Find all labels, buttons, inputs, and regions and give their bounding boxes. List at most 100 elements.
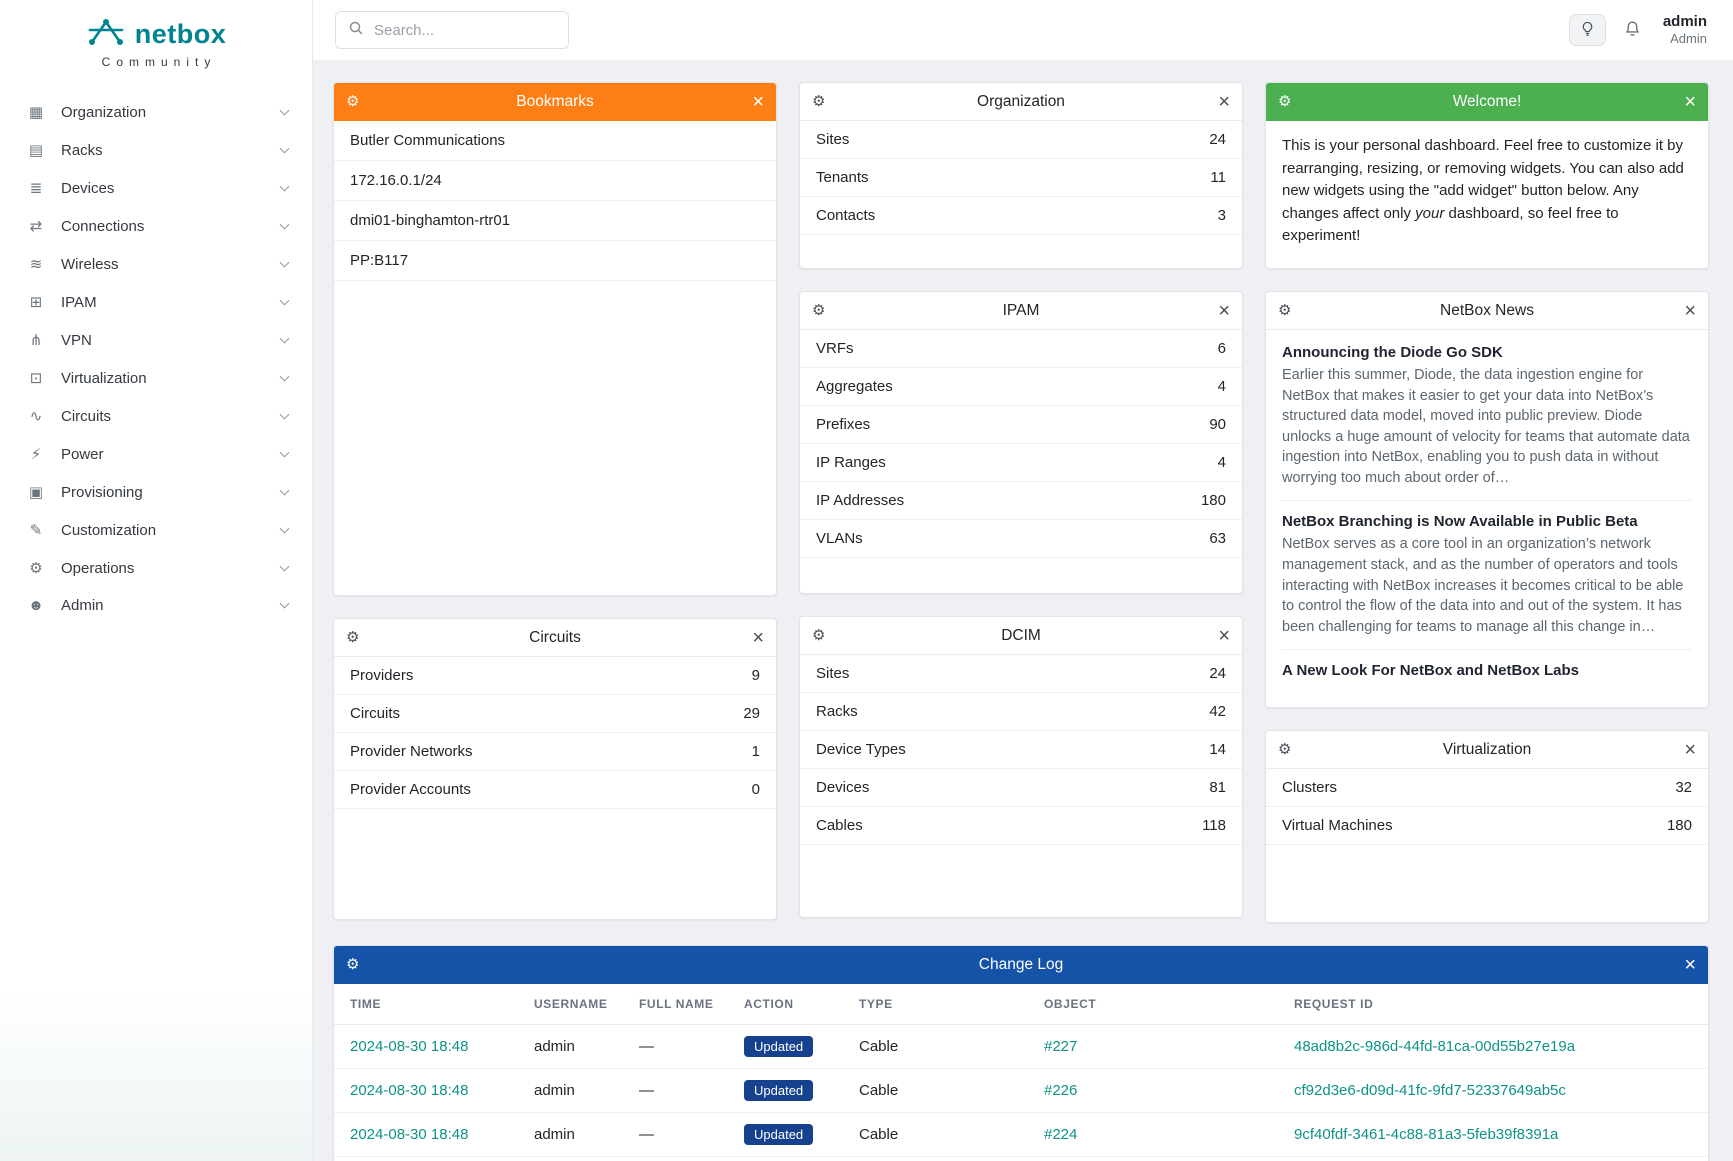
customization-icon: ✎ — [29, 522, 43, 539]
close-icon[interactable]: × — [1684, 953, 1696, 976]
brand[interactable]: netbox Community — [0, 0, 312, 73]
stat-row[interactable]: Devices 81 — [800, 769, 1242, 807]
stat-row[interactable]: Circuits 29 — [334, 695, 776, 733]
news-article-title[interactable]: Announcing the Diode Go SDK — [1282, 344, 1503, 361]
changelog-row: 2024-08-30 18:48 admin — Updated Cable #… — [334, 1024, 1708, 1069]
stat-row[interactable]: VRFs 6 — [800, 330, 1242, 368]
close-icon[interactable]: × — [1218, 624, 1230, 647]
stat-row[interactable]: Provider Accounts 0 — [334, 771, 776, 809]
stat-row[interactable]: Sites 24 — [800, 121, 1242, 159]
close-icon[interactable]: × — [752, 626, 764, 649]
gear-icon[interactable]: ⚙ — [812, 627, 826, 644]
close-icon[interactable]: × — [1218, 90, 1230, 113]
gear-icon[interactable]: ⚙ — [346, 956, 360, 973]
stat-row[interactable]: Contacts 3 — [800, 197, 1242, 235]
changelog-request-id-link[interactable]: cf92d3e6-d09d-41fc-9fd7-52337649ab5c — [1294, 1082, 1566, 1099]
news-article-title[interactable]: A New Look For NetBox and NetBox Labs — [1282, 662, 1579, 680]
gear-icon[interactable]: ⚙ — [1278, 93, 1292, 110]
close-icon[interactable]: × — [752, 90, 764, 113]
stat-row[interactable]: Racks 42 — [800, 693, 1242, 731]
search-input[interactable] — [374, 21, 556, 39]
bookmark-link[interactable]: 172.16.0.1/24 — [334, 161, 776, 201]
sidebar-item-circuits[interactable]: ∿ Circuits — [0, 397, 312, 435]
news-article-title[interactable]: NetBox Branching is Now Available in Pub… — [1282, 513, 1638, 531]
sidebar-item-admin[interactable]: ☻ Admin — [0, 587, 312, 624]
stat-row[interactable]: Providers 9 — [334, 657, 776, 695]
bookmark-link[interactable]: Butler Communications — [334, 121, 776, 161]
stat-row[interactable]: IP Addresses 180 — [800, 482, 1242, 520]
notifications-button[interactable] — [1622, 14, 1643, 46]
sidebar-item-label: Customization — [61, 521, 157, 539]
changelog-object-link[interactable]: #226 — [1044, 1082, 1078, 1099]
changelog-object-link[interactable]: #227 — [1044, 1038, 1078, 1055]
stat-row[interactable]: Clusters 32 — [1266, 769, 1708, 807]
stat-value: 14 — [1209, 741, 1226, 758]
gear-icon[interactable]: ⚙ — [812, 93, 826, 110]
changelog-object-link[interactable]: #224 — [1044, 1126, 1078, 1143]
gear-icon[interactable]: ⚙ — [346, 93, 360, 110]
stat-row[interactable]: Aggregates 4 — [800, 368, 1242, 406]
sidebar-item-label: Devices — [61, 179, 115, 197]
close-icon[interactable]: × — [1684, 299, 1696, 322]
sidebar-item-customization[interactable]: ✎ Customization — [0, 511, 312, 549]
chevron-down-icon — [279, 371, 290, 381]
stat-label: Provider Accounts — [350, 781, 471, 798]
sidebar-item-connections[interactable]: ⇄ Connections — [0, 207, 312, 245]
stat-label: Contacts — [816, 207, 876, 224]
gear-icon[interactable]: ⚙ — [1278, 302, 1292, 319]
user-menu[interactable]: admin Admin — [1663, 13, 1707, 48]
widget-title: Change Log — [978, 955, 1064, 973]
stat-label: VLANs — [816, 530, 863, 547]
stat-label: Tenants — [816, 169, 869, 186]
widget-welcome: ⚙ Welcome! × This is your personal dashb… — [1265, 82, 1709, 269]
sidebar-item-ipam[interactable]: ⊞ IPAM — [0, 283, 312, 321]
close-icon[interactable]: × — [1684, 738, 1696, 761]
sidebar-item-operations[interactable]: ⚙ Operations — [0, 549, 312, 587]
changelog-request-id-link[interactable]: 48ad8b2c-986d-44fd-81ca-00d55b27e19a — [1294, 1038, 1576, 1055]
sidebar-item-racks[interactable]: ▤ Racks — [0, 131, 312, 169]
stat-value: 0 — [751, 781, 760, 798]
bookmark-link[interactable]: PP:B117 — [334, 241, 776, 281]
sidebar-item-wireless[interactable]: ≋ Wireless — [0, 245, 312, 283]
close-icon[interactable]: × — [1218, 299, 1230, 322]
stat-row[interactable]: Provider Networks 1 — [334, 733, 776, 771]
stat-row[interactable]: Prefixes 90 — [800, 406, 1242, 444]
operations-icon: ⚙ — [29, 560, 43, 577]
stat-value: 1 — [751, 743, 760, 760]
stat-row[interactable]: Tenants 11 — [800, 159, 1242, 197]
changelog-time-link[interactable]: 2024-08-30 18:48 — [350, 1126, 469, 1143]
sidebar-item-power[interactable]: ⚡ Power — [0, 435, 312, 473]
widget-circuits: ⚙ Circuits × Providers 9 Circuits 29 — [333, 618, 777, 920]
sidebar-item-virtualization[interactable]: ⊡ Virtualization — [0, 359, 312, 397]
sidebar-item-devices[interactable]: ≣ Devices — [0, 169, 312, 207]
close-icon[interactable]: × — [1684, 90, 1696, 113]
stat-row[interactable]: Virtual Machines 180 — [1266, 807, 1708, 845]
widget-header: ⚙ Bookmarks × — [334, 83, 776, 121]
stat-value: 63 — [1209, 530, 1226, 547]
stats-list: Sites 24 Racks 42 Device Types 14 Devi — [800, 655, 1242, 845]
stat-row[interactable]: Sites 24 — [800, 655, 1242, 693]
stat-row[interactable]: VLANs 63 — [800, 520, 1242, 558]
changelog-time-link[interactable]: 2024-08-30 18:48 — [350, 1082, 469, 1099]
theme-toggle-button[interactable] — [1568, 14, 1606, 46]
dashboard: ⚙ Bookmarks × Butler Communications 172.… — [313, 60, 1733, 1161]
sidebar-item-vpn[interactable]: ⋔ VPN — [0, 321, 312, 359]
stat-row[interactable]: Cables 118 — [800, 807, 1242, 845]
sidebar-item-organization[interactable]: ▦ Organization — [0, 93, 312, 131]
gear-icon[interactable]: ⚙ — [1278, 741, 1292, 758]
gear-icon[interactable]: ⚙ — [812, 302, 826, 319]
stat-row[interactable]: IP Ranges 4 — [800, 444, 1242, 482]
widget-header: ⚙ Circuits × — [334, 619, 776, 657]
bookmark-link[interactable]: dmi01-binghamton-rtr01 — [334, 201, 776, 241]
sidebar-item-provisioning[interactable]: ▣ Provisioning — [0, 473, 312, 511]
stats-list: VRFs 6 Aggregates 4 Prefixes 90 IP Ran — [800, 330, 1242, 558]
devices-icon: ≣ — [29, 180, 43, 197]
gear-icon[interactable]: ⚙ — [346, 629, 360, 646]
search-icon — [348, 20, 364, 40]
changelog-request-id-link[interactable]: 9cf40fdf-3461-4c88-81a3-5feb39f8391a — [1294, 1126, 1559, 1143]
news-article: A New Look For NetBox and NetBox Labs — [1282, 650, 1692, 695]
stat-row[interactable]: Device Types 14 — [800, 731, 1242, 769]
changelog-time-link[interactable]: 2024-08-30 18:48 — [350, 1038, 469, 1055]
widget-header: ⚙ Welcome! × — [1266, 83, 1708, 121]
stat-label: Sites — [816, 665, 850, 682]
